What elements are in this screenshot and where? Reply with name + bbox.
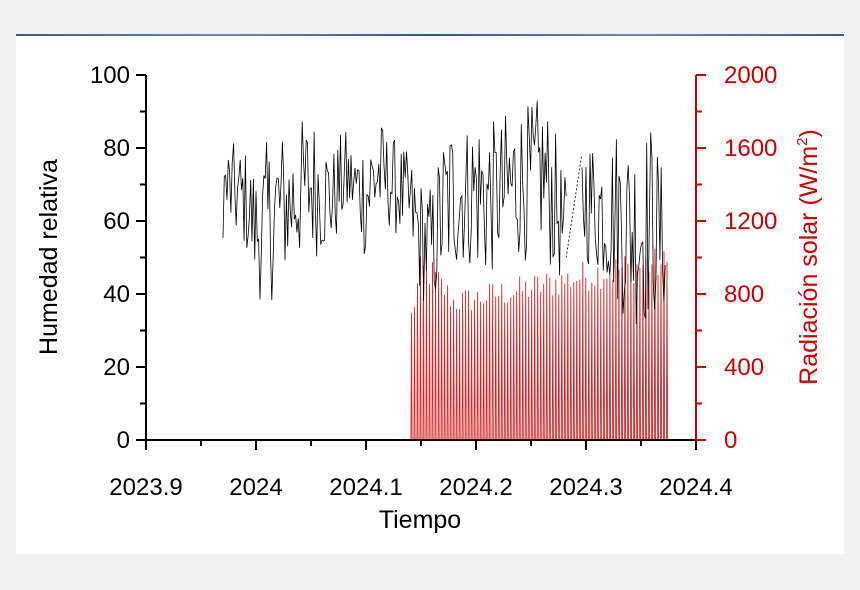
radiation-line: [410, 248, 669, 441]
y-left-tick-label: 100: [90, 62, 130, 89]
humidity-line: [222, 100, 666, 325]
x-tick-label: 2024.1: [329, 474, 402, 501]
y-left-tick-label: 60: [103, 208, 130, 235]
y-right-tick-label: 0: [724, 427, 737, 454]
y-axis-right-label-main: Radiación solar (W/m: [795, 146, 823, 385]
y-left-tick-label: 20: [103, 354, 130, 381]
y-right-tick-label: 1200: [724, 208, 777, 235]
y-right-tick-label: 400: [724, 354, 764, 381]
x-axis-label: Tiempo: [379, 506, 461, 534]
y-right-tick-label: 2000: [724, 62, 777, 89]
y-right-tick-label: 1600: [724, 135, 777, 162]
x-tick-label: 2024.3: [549, 474, 622, 501]
axes: 2023.9 2024 2024.1 2024.2 2024.3 2024.4 0 20 40 6…: [90, 62, 777, 501]
x-tick-label: 2024.2: [439, 474, 512, 501]
y-axis-right-label: Radiación solar (W/m2): [794, 129, 823, 385]
y-axis-right-label-close: ): [795, 129, 823, 137]
x-tick-label: 2023.9: [109, 474, 182, 501]
y-left-tick-label: 0: [117, 427, 130, 454]
humidity-series: [222, 100, 666, 325]
y-axis-left-label: Humedad relativa: [35, 159, 63, 355]
humidity-gap-connector: [565, 155, 582, 258]
panel-top-border: [16, 34, 844, 36]
y-axis-right-label-sup: 2: [794, 138, 811, 146]
y-right-tick-label: 800: [724, 281, 764, 308]
y-left-tick-label: 80: [103, 135, 130, 162]
x-tick-label: 2024: [229, 474, 282, 501]
y-left-tick-label: 40: [103, 281, 130, 308]
x-tick-label: 2024.4: [659, 474, 732, 501]
radiation-series: [410, 248, 669, 441]
